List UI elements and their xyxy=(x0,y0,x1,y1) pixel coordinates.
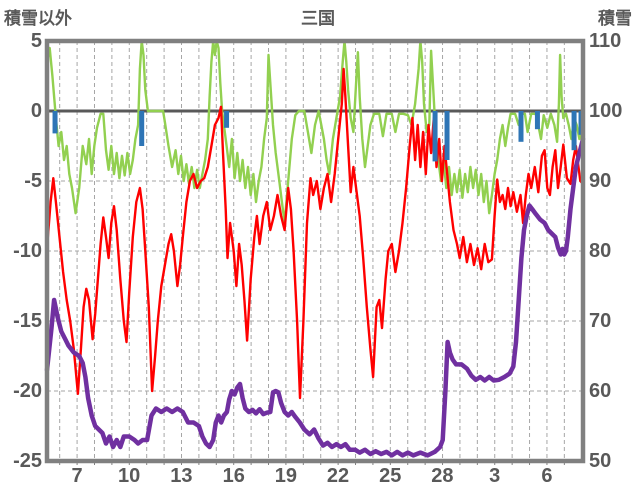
blue-precip-bars xyxy=(534,111,540,130)
left-axis-tick-label: -10 xyxy=(13,240,42,262)
right-axis-tick-label: 90 xyxy=(589,170,612,192)
plot-border xyxy=(44,38,586,464)
left-axis-tick-label: 0 xyxy=(30,100,42,122)
blue-precip-bars xyxy=(52,111,58,134)
x-axis-tick-label: 25 xyxy=(379,465,402,487)
right-axis-title: 積雪 xyxy=(598,9,632,28)
blue-precip-bars xyxy=(224,111,230,128)
blue-precip-bars xyxy=(432,111,438,162)
right-axis-tick-label: 110 xyxy=(589,30,622,52)
x-axis-tick-label: 28 xyxy=(431,465,454,487)
right-axis-tick-label: 70 xyxy=(589,310,612,332)
purple-snow-depth-line xyxy=(44,136,586,458)
x-axis-tick-label: 16 xyxy=(222,465,245,487)
left-axis-tick-label: -15 xyxy=(13,310,42,332)
x-axis-tick-label: 10 xyxy=(118,465,141,487)
chart-title: 三国 xyxy=(301,9,335,28)
blue-precip-bars xyxy=(571,111,577,151)
right-axis-tick-label: 50 xyxy=(589,450,612,472)
x-axis-tick-label: 6 xyxy=(541,465,553,487)
x-axis-tick-label: 19 xyxy=(274,465,297,487)
blue-precip-bars xyxy=(518,111,524,142)
left-axis-tick-label: -20 xyxy=(13,380,42,402)
blue-precip-bars xyxy=(139,111,145,146)
left-axis-tick-label: -5 xyxy=(24,170,42,192)
right-axis-tick-label: 100 xyxy=(589,100,623,122)
green-temperature-line xyxy=(45,39,585,225)
x-axis-tick-label: 13 xyxy=(170,465,193,487)
red-temperature-line xyxy=(45,67,585,400)
right-axis-tick-label: 80 xyxy=(589,240,612,262)
blue-precip-bars xyxy=(444,111,450,160)
x-axis-tick-label: 3 xyxy=(489,465,501,487)
left-axis-title: 積雪以外 xyxy=(4,9,72,28)
x-axis-tick-label: 7 xyxy=(71,465,83,487)
left-axis-tick-label: -25 xyxy=(13,450,42,472)
x-axis-tick-label: 22 xyxy=(326,465,350,487)
left-axis-tick-label: 5 xyxy=(30,30,42,52)
right-axis-tick-label: 60 xyxy=(589,380,612,402)
